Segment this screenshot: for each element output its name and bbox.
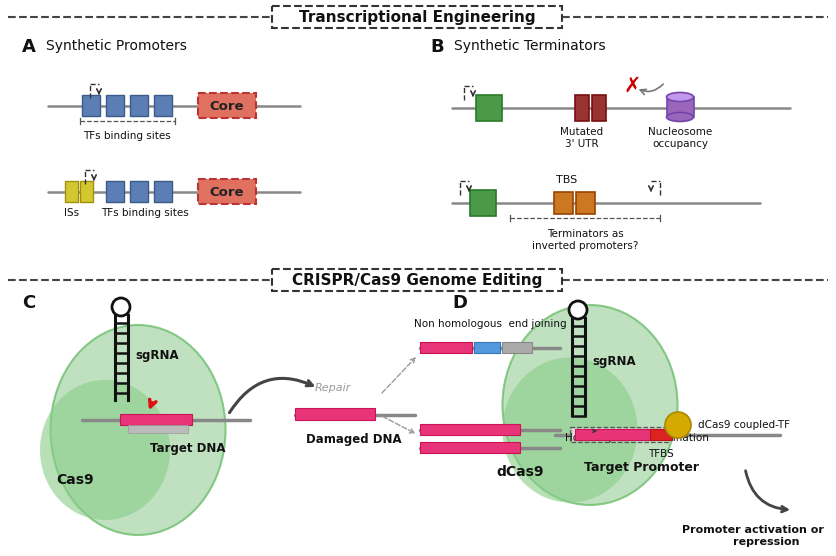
Text: Non homologous  end joining: Non homologous end joining xyxy=(414,319,566,329)
Text: TFBS: TFBS xyxy=(648,449,674,459)
Text: C: C xyxy=(22,294,35,312)
Text: TFs binding sites: TFs binding sites xyxy=(83,131,171,141)
Text: Synthetic Terminators: Synthetic Terminators xyxy=(454,39,605,53)
Text: Mutated
3' UTR: Mutated 3' UTR xyxy=(560,127,604,148)
Bar xyxy=(502,342,532,353)
Bar xyxy=(642,428,647,441)
Bar xyxy=(106,181,124,202)
Text: Synthetic Promoters: Synthetic Promoters xyxy=(46,39,187,53)
Bar xyxy=(575,95,589,121)
Circle shape xyxy=(112,298,130,316)
Ellipse shape xyxy=(502,305,677,505)
Bar xyxy=(130,181,148,202)
Text: Core: Core xyxy=(210,186,244,198)
Text: Transcriptional Engineering: Transcriptional Engineering xyxy=(298,10,535,25)
FancyBboxPatch shape xyxy=(198,93,256,118)
Circle shape xyxy=(569,301,587,319)
Text: dCas9: dCas9 xyxy=(497,465,543,479)
Text: ✗: ✗ xyxy=(624,76,640,96)
Bar xyxy=(579,428,584,441)
Bar xyxy=(476,95,502,121)
Bar xyxy=(614,428,619,441)
Bar xyxy=(420,442,520,453)
Bar xyxy=(120,414,192,425)
Circle shape xyxy=(665,412,691,438)
Bar xyxy=(554,192,573,214)
Bar xyxy=(649,428,654,441)
Text: TFs binding sites: TFs binding sites xyxy=(101,208,189,218)
Bar xyxy=(592,95,606,121)
Bar xyxy=(82,95,100,116)
Text: Damaged DNA: Damaged DNA xyxy=(306,433,402,446)
Bar xyxy=(621,428,626,441)
Text: B: B xyxy=(430,38,444,56)
Text: Core: Core xyxy=(210,100,244,112)
Text: D: D xyxy=(452,294,467,312)
Bar xyxy=(600,428,605,441)
Ellipse shape xyxy=(502,358,638,503)
Bar xyxy=(650,429,672,440)
Bar xyxy=(572,428,577,441)
Text: Homologous recombination: Homologous recombination xyxy=(565,433,709,443)
Text: dCas9 coupled-TF: dCas9 coupled-TF xyxy=(698,420,790,430)
Text: TBS: TBS xyxy=(557,175,578,185)
Ellipse shape xyxy=(666,92,694,102)
Text: sgRNA: sgRNA xyxy=(135,349,179,361)
Bar xyxy=(128,425,188,433)
Text: Target DNA: Target DNA xyxy=(150,442,226,455)
Bar xyxy=(470,190,496,216)
Bar xyxy=(656,428,661,441)
Bar xyxy=(106,95,124,116)
Bar xyxy=(130,95,148,116)
Bar xyxy=(607,428,612,441)
Bar xyxy=(635,428,640,441)
Bar xyxy=(420,342,472,353)
Text: sgRNA: sgRNA xyxy=(592,355,635,369)
Bar xyxy=(628,428,633,441)
Text: Cas9: Cas9 xyxy=(56,473,94,487)
Text: Repair: Repair xyxy=(315,383,351,393)
FancyBboxPatch shape xyxy=(272,6,562,28)
FancyBboxPatch shape xyxy=(198,179,256,204)
Bar xyxy=(576,192,595,214)
Bar xyxy=(154,181,172,202)
Text: Promoter activation or
       repression: Promoter activation or repression xyxy=(682,525,824,547)
Bar xyxy=(154,95,172,116)
Ellipse shape xyxy=(666,112,694,122)
Ellipse shape xyxy=(40,380,170,520)
Bar xyxy=(295,408,375,420)
Ellipse shape xyxy=(50,325,226,535)
Bar xyxy=(593,428,598,441)
Bar xyxy=(586,428,591,441)
Text: Terminators as
inverted promoters?: Terminators as inverted promoters? xyxy=(532,229,638,251)
Bar xyxy=(663,428,668,441)
Text: CRISPR/Cas9 Genome Editing: CRISPR/Cas9 Genome Editing xyxy=(292,273,543,288)
FancyBboxPatch shape xyxy=(272,269,562,291)
Bar xyxy=(420,424,520,435)
Text: ISs: ISs xyxy=(64,208,79,218)
Text: Target Promoter: Target Promoter xyxy=(584,461,699,474)
Bar xyxy=(474,342,500,353)
Bar xyxy=(575,429,655,440)
Text: Nucleosome
occupancy: Nucleosome occupancy xyxy=(648,127,712,148)
Text: A: A xyxy=(22,38,36,56)
Bar xyxy=(65,181,78,202)
Bar xyxy=(80,181,93,202)
Bar xyxy=(667,97,694,117)
